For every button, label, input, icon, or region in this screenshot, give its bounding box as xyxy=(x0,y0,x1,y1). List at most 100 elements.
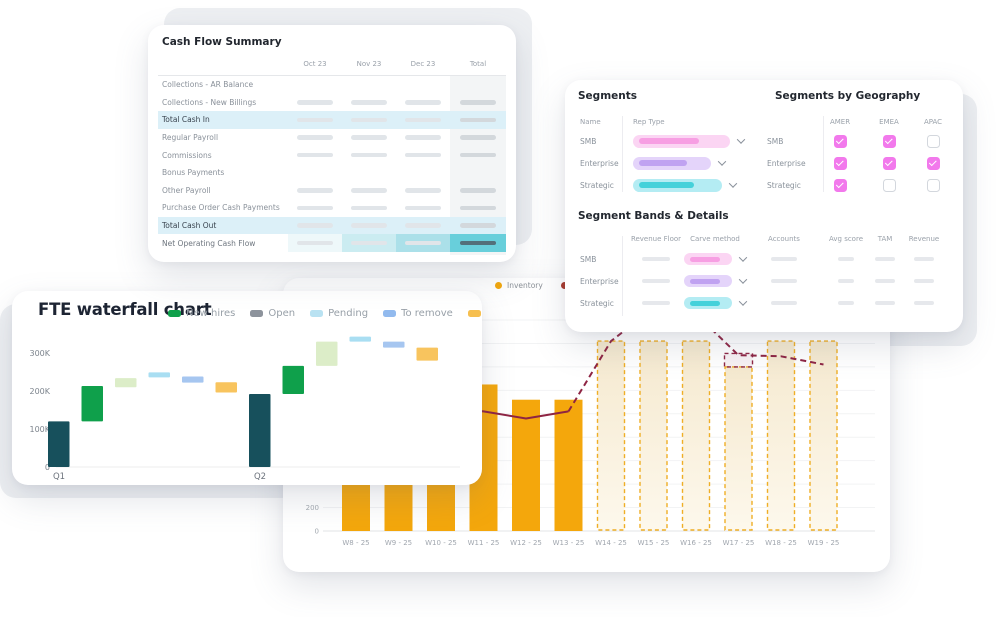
x-axis-tick-label: W12 - 25 xyxy=(510,539,542,547)
checkbox-unchecked[interactable] xyxy=(926,178,940,192)
x-axis-tick-label: W19 - 25 xyxy=(808,539,840,547)
value-cell xyxy=(900,279,948,283)
checkbox-checked[interactable] xyxy=(833,134,847,148)
carve-method-dropdown[interactable] xyxy=(684,297,748,309)
carve-method-dropdown[interactable] xyxy=(684,275,748,287)
carve-method-dropdown[interactable] xyxy=(684,253,748,265)
value-placeholder xyxy=(297,100,333,105)
legend-swatch xyxy=(310,310,324,317)
check-icon xyxy=(835,180,844,189)
x-axis-tick-label: W17 - 25 xyxy=(723,539,755,547)
table-row: Collections - AR Balance xyxy=(158,76,506,94)
forecast-adjustment-box xyxy=(723,352,754,368)
value-placeholder xyxy=(875,301,895,305)
table-row: Other Payroll xyxy=(158,182,506,200)
row-label: Regular Payroll xyxy=(162,133,219,143)
rep-table-header: Name Rep Type xyxy=(580,114,748,130)
rep-type-dropdown[interactable] xyxy=(633,134,748,148)
checkbox-cell xyxy=(911,156,955,170)
table-row: Strategic xyxy=(580,174,748,196)
chevron-down-icon xyxy=(736,135,746,144)
value-cell xyxy=(396,111,450,129)
value-placeholder xyxy=(405,223,441,228)
segments-by-geography-title: Segments by Geography xyxy=(775,90,921,102)
value-cell xyxy=(450,76,506,94)
legend-item[interactable]: Inventory xyxy=(495,281,543,290)
checkbox-checked[interactable] xyxy=(833,156,847,170)
value-cell xyxy=(342,182,396,200)
check-icon xyxy=(884,158,893,167)
y-axis-tick-label: 0 xyxy=(45,463,50,472)
value-placeholder xyxy=(460,205,496,211)
value-cell xyxy=(870,279,900,283)
value-cell xyxy=(396,164,450,182)
column-header: TAM xyxy=(877,235,893,243)
checkbox-cell xyxy=(911,134,955,148)
x-axis-tick-label: W9 - 25 xyxy=(385,539,412,547)
cash-flow-card: Cash Flow Summary Oct 23 Nov 23 Dec 23 Tota… xyxy=(148,25,516,262)
chevron-down-icon xyxy=(717,157,727,166)
table-row: Purchase Order Cash Payments xyxy=(158,199,506,217)
value-cell xyxy=(342,234,396,252)
legend-item[interactable]: New hires xyxy=(168,308,235,319)
waterfall-bar xyxy=(215,382,237,393)
checkbox-checked[interactable] xyxy=(833,178,847,192)
segments-title: Segments xyxy=(578,90,638,102)
carve-method-pill xyxy=(684,297,732,309)
x-axis-tick-label: W11 - 25 xyxy=(468,539,500,547)
segment-name: Strategic xyxy=(580,298,614,308)
table-row: Bonus Payments xyxy=(158,164,506,182)
value-cell xyxy=(342,111,396,129)
rep-type-pill xyxy=(633,156,711,170)
table-row: Commissions xyxy=(158,146,506,164)
value-placeholder xyxy=(642,301,670,305)
y-axis-tick-label: 200K xyxy=(29,387,50,396)
value-cell xyxy=(746,279,822,283)
value-cell xyxy=(396,182,450,200)
legend-item[interactable]: Open xyxy=(250,308,295,319)
value-placeholder xyxy=(405,240,441,246)
legend-item[interactable]: Pending xyxy=(310,308,368,319)
legend-dot xyxy=(495,282,502,289)
column-header: Dec 23 xyxy=(410,60,436,68)
legend-swatch xyxy=(168,310,181,317)
geo-table-header: AMER EMEA APAC xyxy=(755,114,955,130)
table-row: Total Cash Out xyxy=(158,216,506,235)
value-cell xyxy=(822,279,870,283)
value-cell xyxy=(870,257,900,261)
row-label: Collections - New Billings xyxy=(162,97,257,107)
checkbox-checked[interactable] xyxy=(882,134,896,148)
checkbox-cell xyxy=(867,178,911,192)
checkbox-checked[interactable] xyxy=(926,156,940,170)
value-placeholder xyxy=(838,257,854,261)
value-cell xyxy=(288,199,342,217)
legend-item[interactable] xyxy=(467,310,482,317)
legend-swatch xyxy=(383,310,397,317)
value-cell xyxy=(288,129,342,147)
value-placeholder xyxy=(771,279,797,283)
value-cell xyxy=(342,164,396,182)
rep-type-dropdown[interactable] xyxy=(633,156,748,170)
table-row: SMB xyxy=(580,130,748,152)
checkbox-unchecked[interactable] xyxy=(926,134,940,148)
bar-forecast xyxy=(809,340,838,531)
rep-type-dropdown[interactable] xyxy=(633,178,748,192)
value-cell xyxy=(342,129,396,147)
checkbox-checked[interactable] xyxy=(882,156,896,170)
x-axis-tick-label: W15 - 25 xyxy=(638,539,670,547)
column-header: Revenue Floor xyxy=(630,235,682,243)
value-placeholder xyxy=(297,223,333,228)
value-placeholder xyxy=(460,100,496,105)
value-placeholder xyxy=(405,205,441,211)
legend-item[interactable]: To remove xyxy=(383,308,453,319)
table-row: Regular Payroll xyxy=(158,129,506,147)
value-placeholder xyxy=(838,279,854,283)
carve-method-pill xyxy=(684,275,732,287)
divider xyxy=(823,116,824,192)
value-placeholder xyxy=(351,205,387,211)
value-placeholder xyxy=(405,135,441,140)
bar-forecast xyxy=(724,366,753,531)
column-header: Oct 23 xyxy=(303,60,327,68)
checkbox-unchecked[interactable] xyxy=(882,178,896,192)
value-cell xyxy=(900,257,948,261)
